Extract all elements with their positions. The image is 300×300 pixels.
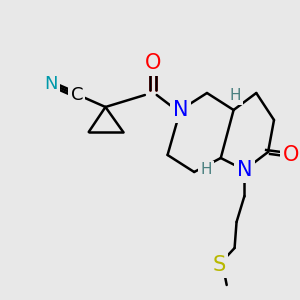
Text: S: S [212,255,225,275]
Text: N: N [44,75,58,93]
Text: H: H [230,88,241,104]
Text: H: H [200,163,212,178]
Text: O: O [283,145,299,165]
Text: N: N [237,160,252,180]
Text: C: C [70,86,83,104]
Text: N: N [172,100,188,120]
Text: O: O [145,53,161,73]
